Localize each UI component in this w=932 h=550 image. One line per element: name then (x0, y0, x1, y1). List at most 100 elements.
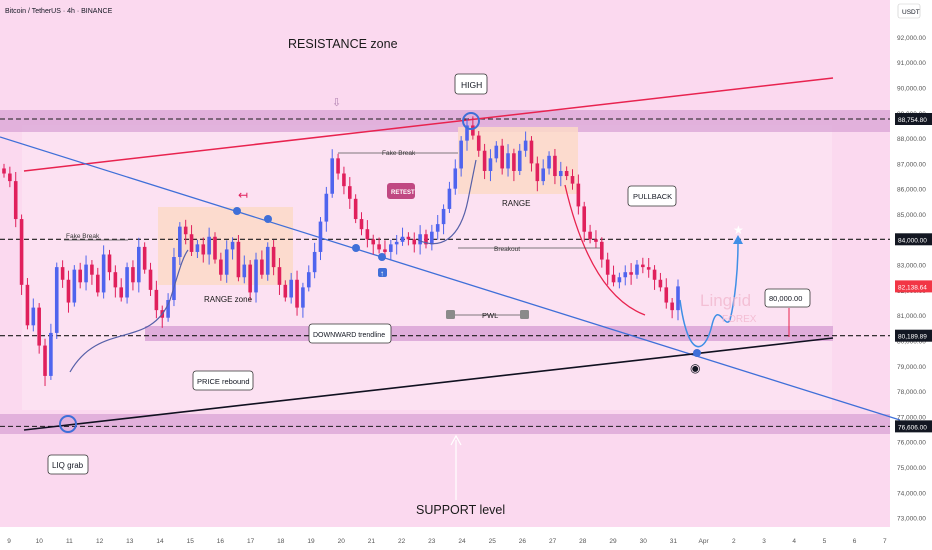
candle-body[interactable] (8, 173, 12, 182)
candle-body[interactable] (283, 284, 288, 298)
candle-body[interactable] (119, 287, 124, 298)
candle-body[interactable] (553, 155, 557, 177)
candle-body[interactable] (494, 145, 499, 159)
candle-body[interactable] (347, 186, 352, 199)
candle-body[interactable] (260, 259, 264, 275)
candle-body[interactable] (482, 150, 487, 171)
candle-body[interactable] (476, 135, 481, 151)
candle-body[interactable] (95, 274, 100, 293)
candle-body[interactable] (535, 163, 540, 182)
candle-body[interactable] (558, 170, 563, 177)
candle-body[interactable] (31, 307, 36, 326)
candle-body[interactable] (72, 269, 77, 303)
candle-body[interactable] (84, 264, 88, 283)
candle-body[interactable] (242, 264, 247, 278)
candle-body[interactable] (453, 168, 458, 189)
candle-body[interactable] (142, 246, 147, 270)
candle-body[interactable] (547, 155, 551, 169)
candle-body[interactable] (570, 176, 575, 184)
candle-body[interactable] (465, 125, 469, 141)
candle-body[interactable] (306, 272, 311, 288)
candle-body[interactable] (189, 234, 194, 252)
candle-body[interactable] (506, 153, 510, 169)
candle-body[interactable] (576, 183, 581, 207)
high-marker[interactable] (462, 112, 480, 130)
candle-body[interactable] (201, 244, 206, 255)
candle-body[interactable] (90, 264, 94, 275)
candle-body[interactable] (277, 267, 282, 285)
candle-body[interactable] (435, 224, 440, 232)
candle-body[interactable] (517, 150, 522, 171)
liq-grab-marker[interactable] (59, 415, 77, 433)
candle-body[interactable] (66, 279, 71, 303)
candle-body[interactable] (271, 246, 276, 268)
candle-body[interactable] (541, 168, 545, 182)
candle-body[interactable] (49, 332, 53, 376)
candle-body[interactable] (43, 345, 47, 376)
candle-body[interactable] (137, 246, 141, 283)
candle-body[interactable] (178, 226, 182, 258)
candle-body[interactable] (353, 198, 358, 220)
candle-body[interactable] (418, 234, 422, 245)
candle-body[interactable] (195, 244, 200, 252)
candle-body[interactable] (207, 236, 211, 255)
candle-body[interactable] (635, 264, 639, 275)
candle-body[interactable] (629, 272, 633, 275)
candle-body[interactable] (605, 259, 610, 275)
candle-body[interactable] (664, 287, 669, 303)
candle-body[interactable] (652, 269, 657, 280)
candle-body[interactable] (529, 140, 534, 164)
candle-body[interactable] (611, 274, 616, 283)
candle-body[interactable] (658, 279, 663, 288)
candle-body[interactable] (359, 219, 364, 230)
candle-body[interactable] (60, 267, 65, 280)
candle-body[interactable] (301, 287, 305, 308)
candle-body[interactable] (412, 239, 417, 245)
candle-body[interactable] (447, 188, 452, 209)
candle-body[interactable] (101, 254, 106, 293)
candle-body[interactable] (600, 241, 604, 260)
candle-body[interactable] (430, 231, 434, 245)
candle-body[interactable] (183, 226, 188, 235)
candle-body[interactable] (377, 244, 381, 250)
candle-body[interactable] (172, 257, 176, 301)
candle-body[interactable] (107, 254, 112, 273)
candle-body[interactable] (265, 246, 270, 275)
downward-trendline[interactable] (0, 136, 901, 421)
candle-body[interactable] (330, 158, 335, 194)
candle-body[interactable] (383, 249, 387, 252)
candle-body[interactable] (295, 279, 299, 308)
candle-body[interactable] (248, 264, 252, 293)
candle-body[interactable] (324, 193, 329, 222)
candle-body[interactable] (318, 221, 323, 252)
candle-body[interactable] (342, 173, 346, 187)
candle-body[interactable] (236, 241, 241, 278)
candle-body[interactable] (289, 279, 293, 298)
candle-body[interactable] (641, 264, 645, 268)
candle-body[interactable] (19, 219, 24, 285)
candle-body[interactable] (564, 170, 569, 177)
candle-body[interactable] (471, 125, 475, 136)
candle-body[interactable] (582, 206, 587, 232)
candle-body[interactable] (588, 231, 592, 240)
candle-body[interactable] (594, 239, 598, 242)
candle-body[interactable] (131, 267, 135, 283)
candle-body[interactable] (224, 249, 229, 275)
candle-body[interactable] (512, 153, 516, 171)
candle-body[interactable] (125, 267, 129, 298)
candle-body[interactable] (623, 272, 628, 278)
resistance-trendline[interactable] (23, 77, 834, 172)
candle-body[interactable] (646, 267, 651, 270)
candle-body[interactable] (148, 269, 153, 290)
candle-body[interactable] (676, 286, 680, 311)
candle-body[interactable] (37, 307, 41, 346)
candle-body[interactable] (154, 289, 159, 311)
candle-body[interactable] (25, 284, 30, 326)
candle-body[interactable] (424, 234, 428, 245)
candle-body[interactable] (371, 239, 376, 245)
candle-body[interactable] (78, 269, 82, 283)
candle-body[interactable] (54, 267, 59, 333)
candle-body[interactable] (406, 236, 411, 240)
candle-body[interactable] (488, 158, 493, 171)
